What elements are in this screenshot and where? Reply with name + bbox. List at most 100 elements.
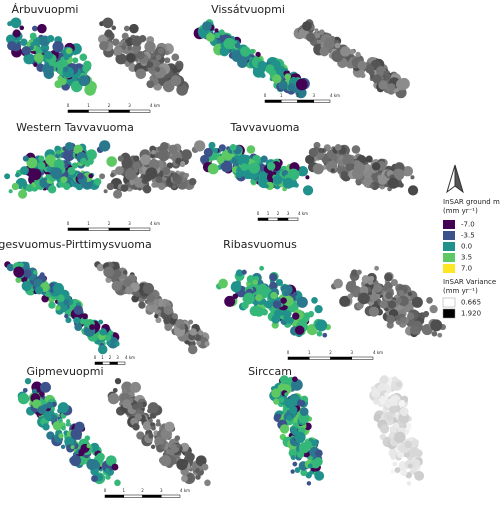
motion-patch <box>302 185 314 196</box>
variance-patch <box>398 295 409 307</box>
motion-patch <box>35 46 40 51</box>
variance-patch <box>122 41 128 47</box>
variance-patch <box>305 154 315 165</box>
variance-patch <box>357 60 367 71</box>
motion-patch <box>322 332 328 338</box>
motion-patch <box>296 296 308 308</box>
variance-patch <box>334 144 342 151</box>
motion-patch <box>300 469 308 477</box>
scale-label: 2 <box>277 211 280 216</box>
motion-patch <box>223 37 235 50</box>
variance-patch <box>392 376 398 382</box>
motion-patch <box>58 433 64 439</box>
motion-patch <box>63 54 70 61</box>
variance-patch <box>113 189 123 199</box>
variance-patch <box>386 415 393 421</box>
variance-patch <box>387 177 399 189</box>
motion-patch <box>86 458 98 471</box>
variance-patch <box>106 182 115 191</box>
variance-patch <box>437 332 443 338</box>
motion-patch <box>271 388 281 398</box>
variance-patch <box>194 140 206 152</box>
variance-patch <box>150 422 155 427</box>
scale-label: 4 km <box>180 488 190 493</box>
motion-patch <box>23 53 35 65</box>
motion-patch <box>52 420 63 431</box>
scale-label: 4 km <box>125 355 135 360</box>
variance-patch <box>133 155 140 162</box>
variance-patch <box>314 32 321 39</box>
motion-patch <box>54 61 62 68</box>
variance-patch <box>410 439 418 447</box>
legend-label: -7.0 <box>461 221 475 229</box>
motion-patch <box>315 449 323 458</box>
motion-patch <box>297 166 309 177</box>
motion-patch <box>54 80 63 89</box>
scale-label: 2 <box>329 350 332 355</box>
variance-patch <box>168 449 175 456</box>
motion-patch <box>290 469 295 474</box>
variance-patch <box>398 290 405 297</box>
variance-patch <box>430 319 443 332</box>
scale-segment <box>309 356 331 360</box>
motion-map <box>4 140 117 199</box>
variance-patch <box>176 84 188 96</box>
motion-patch <box>111 463 119 471</box>
motion-patch <box>269 273 278 282</box>
variance-patch <box>171 172 179 180</box>
motion-patch <box>258 300 263 305</box>
variance-patch <box>96 263 105 272</box>
motion-patch <box>74 323 83 332</box>
motion-patch <box>64 142 74 151</box>
motion-patch <box>18 189 28 199</box>
variance-patch <box>136 401 144 409</box>
north-arrow <box>446 164 464 194</box>
variance-patch <box>125 62 130 67</box>
motion-patch <box>91 475 98 482</box>
variance-patch <box>390 469 395 474</box>
panel-title: Western Tavvavuoma <box>16 121 134 134</box>
motion-patch <box>234 42 241 49</box>
variance-patch <box>394 467 401 473</box>
variance-patch <box>128 391 135 398</box>
variance-patch <box>136 51 145 60</box>
motion-patch <box>7 41 17 51</box>
motion-patch <box>283 290 290 297</box>
variance-patch <box>125 286 134 295</box>
motion-patch <box>48 301 56 309</box>
variance-patch <box>142 184 152 194</box>
variance-patch <box>155 54 162 61</box>
variance-patch <box>164 421 175 432</box>
variance-patch <box>370 294 378 302</box>
variance-patch <box>155 422 160 427</box>
variance-patch <box>390 278 398 287</box>
motion-map <box>193 19 310 99</box>
variance-patch <box>155 176 163 184</box>
motion-patch <box>63 299 70 305</box>
motion-map <box>4 261 120 355</box>
variance-patch <box>371 388 381 398</box>
motion-patch <box>241 269 247 275</box>
legend-unit: (mm yr⁻¹) <box>443 287 478 295</box>
variance-patch <box>331 50 344 63</box>
motion-patch <box>271 314 281 324</box>
motion-patch <box>304 440 312 449</box>
motion-map <box>216 265 331 338</box>
variance-patch <box>368 306 380 317</box>
motion-patch <box>64 314 69 319</box>
motion-patch <box>55 305 61 311</box>
scale-label: 3 <box>312 93 315 98</box>
variance-patch <box>132 403 138 410</box>
motion-patch <box>278 80 288 90</box>
variance-patch <box>387 300 397 309</box>
motion-patch <box>65 47 73 55</box>
variance-patch <box>400 469 408 477</box>
motion-patch <box>307 463 313 469</box>
variance-patch <box>302 21 312 31</box>
variance-patch <box>166 162 174 169</box>
variance-patch <box>373 283 383 293</box>
variance-patch <box>409 325 420 335</box>
motion-patch <box>76 184 82 189</box>
variance-patch <box>138 301 146 309</box>
